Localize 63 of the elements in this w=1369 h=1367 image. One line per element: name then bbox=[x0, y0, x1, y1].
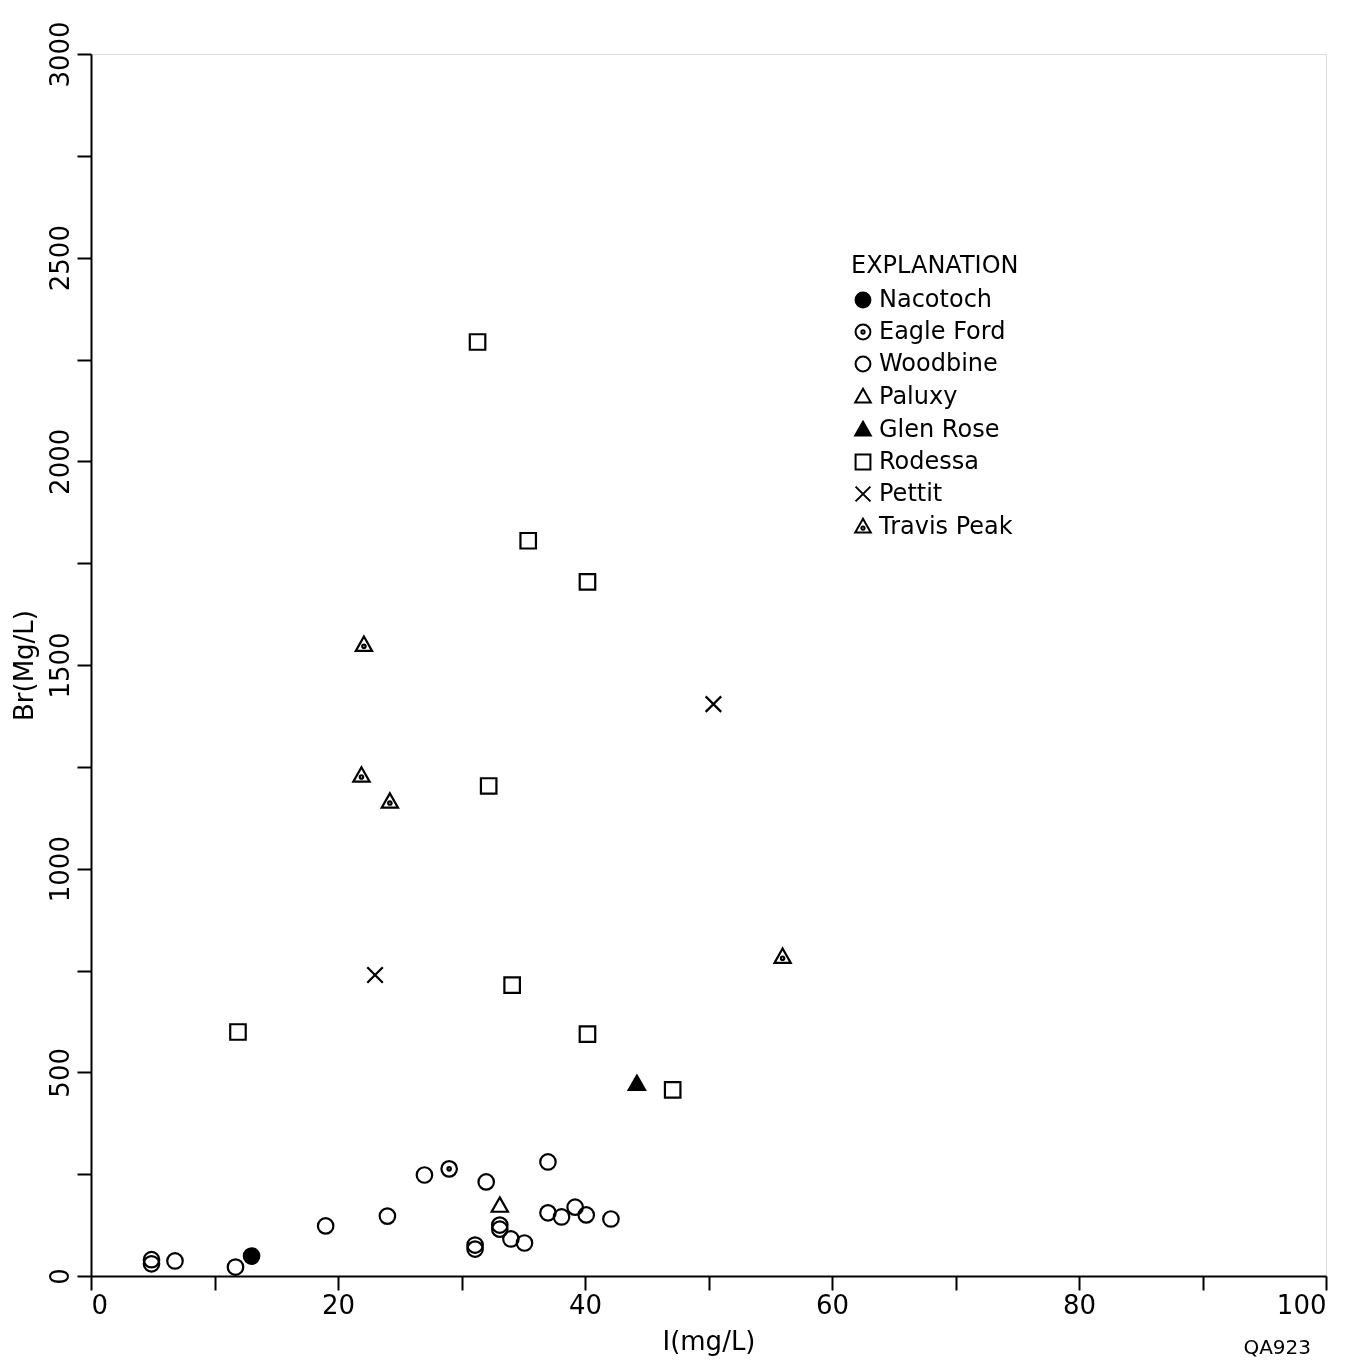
point bbox=[502, 1230, 520, 1248]
point bbox=[539, 1153, 557, 1171]
point bbox=[627, 1074, 647, 1092]
point bbox=[503, 976, 521, 995]
point bbox=[352, 766, 371, 783]
point bbox=[490, 1216, 509, 1234]
point bbox=[773, 947, 792, 964]
text: QA923 bbox=[1243, 1335, 1311, 1359]
point bbox=[316, 1217, 335, 1235]
point bbox=[552, 1208, 571, 1226]
legend-label: Travis Peak bbox=[878, 512, 1013, 540]
point bbox=[704, 695, 723, 713]
point bbox=[663, 1081, 682, 1099]
point bbox=[466, 1240, 484, 1258]
point bbox=[479, 777, 498, 795]
y-tick-label: 3000 bbox=[44, 21, 75, 88]
y-tick-label: 2000 bbox=[44, 428, 75, 495]
y-tick-label: 1000 bbox=[44, 836, 75, 903]
legend-label: Rodessa bbox=[879, 447, 979, 475]
point bbox=[566, 1198, 584, 1217]
point bbox=[378, 1207, 397, 1225]
point bbox=[477, 1173, 496, 1191]
x-tick-label: 80 bbox=[1062, 1289, 1097, 1320]
point bbox=[539, 1204, 557, 1222]
legend-title: EXPLANATION bbox=[851, 251, 1019, 279]
legend-label: Pettit bbox=[879, 479, 943, 507]
point bbox=[415, 1166, 434, 1184]
legend-label: Paluxy bbox=[879, 382, 958, 410]
y-tick-label: 500 bbox=[44, 1048, 75, 1098]
point bbox=[578, 1025, 597, 1043]
point bbox=[577, 1206, 596, 1224]
point bbox=[466, 1236, 484, 1254]
x-axis-title: I(mg/L) bbox=[662, 1325, 756, 1356]
y-tick-label: 1500 bbox=[44, 632, 75, 699]
point bbox=[226, 1258, 245, 1276]
x-tick-label: 20 bbox=[321, 1289, 356, 1320]
x-tick-label: 0 bbox=[91, 1289, 109, 1320]
point bbox=[229, 1023, 247, 1041]
point bbox=[515, 1234, 534, 1252]
point bbox=[490, 1220, 509, 1238]
legend-label: Nacotoch bbox=[879, 285, 993, 313]
y-tick-label: 2500 bbox=[44, 225, 75, 292]
y-tick-label: 0 bbox=[44, 1268, 75, 1285]
point bbox=[468, 333, 487, 351]
point bbox=[602, 1210, 620, 1228]
x-tick-label: 100 bbox=[1276, 1289, 1327, 1320]
point bbox=[380, 792, 400, 809]
point bbox=[440, 1160, 458, 1178]
point bbox=[578, 573, 597, 591]
point bbox=[490, 1196, 510, 1213]
point bbox=[242, 1247, 261, 1265]
y-axis-title: Br(Mg/L) bbox=[8, 610, 39, 721]
point bbox=[354, 635, 374, 652]
legend-label: Woodbine bbox=[879, 349, 998, 377]
x-tick-label: 60 bbox=[815, 1289, 850, 1320]
point bbox=[519, 531, 538, 550]
legend-label: Eagle Ford bbox=[879, 317, 1006, 345]
x-tick-label: 40 bbox=[568, 1289, 603, 1320]
point bbox=[366, 966, 384, 984]
point bbox=[142, 1254, 161, 1273]
point bbox=[166, 1252, 184, 1270]
point bbox=[142, 1250, 161, 1269]
legend-label: Glen Rose bbox=[879, 415, 1000, 443]
